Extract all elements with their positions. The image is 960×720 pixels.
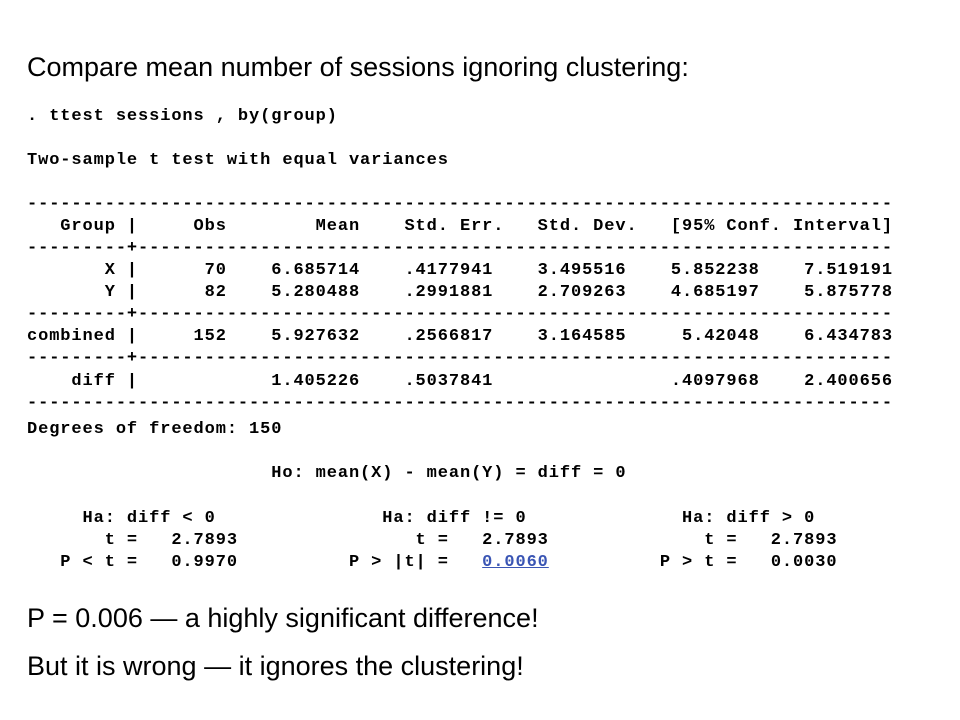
p-values: P < t = 0.9970 P > |t| = 0.0060 P > t = … (27, 553, 837, 573)
heading: Compare mean number of sessions ignoring… (27, 52, 689, 82)
rule: ----------------------------------------… (27, 195, 893, 214)
rule: ---------+------------------------------… (27, 239, 893, 258)
rule: ---------+------------------------------… (27, 305, 893, 324)
table-row: Y | 82 5.280488 .2991881 2.709263 4.6851… (27, 283, 893, 302)
command: . ttest sessions , by(group) (27, 107, 338, 126)
degrees-of-freedom: Degrees of freedom: 150 (27, 420, 283, 439)
table-row: X | 70 6.685714 .4177941 3.495516 5.8522… (27, 261, 893, 280)
test-title: Two-sample t test with equal variances (27, 151, 449, 170)
conclusion: But it is wrong — it ignores the cluster… (27, 651, 524, 681)
t-values: t = 2.7893 t = 2.7893 t = 2.7893 (27, 531, 838, 550)
conclusion: P = 0.006 — a highly significant differe… (27, 603, 539, 633)
null-hypothesis: Ho: mean(X) - mean(Y) = diff = 0 (27, 464, 627, 483)
table-row: diff | 1.405226 .5037841 .4097968 2.4006… (27, 372, 893, 391)
p-values-text: P < t = 0.9970 P > |t| = (27, 553, 483, 572)
p-value-link[interactable]: 0.0060 (482, 553, 549, 572)
table-row: combined | 152 5.927632 .2566817 3.16458… (27, 327, 893, 346)
stata-output: . ttest sessions , by(group) Two-sample t… (27, 0, 947, 600)
alternatives: Ha: diff < 0 Ha: diff != 0 Ha: diff > 0 (27, 509, 816, 528)
p-values-text: P > t = 0.0030 (548, 553, 838, 572)
rule: ---------+------------------------------… (27, 349, 893, 368)
rule: ----------------------------------------… (27, 394, 893, 413)
table-header: Group | Obs Mean Std. Err. Std. Dev. [95… (27, 217, 893, 236)
